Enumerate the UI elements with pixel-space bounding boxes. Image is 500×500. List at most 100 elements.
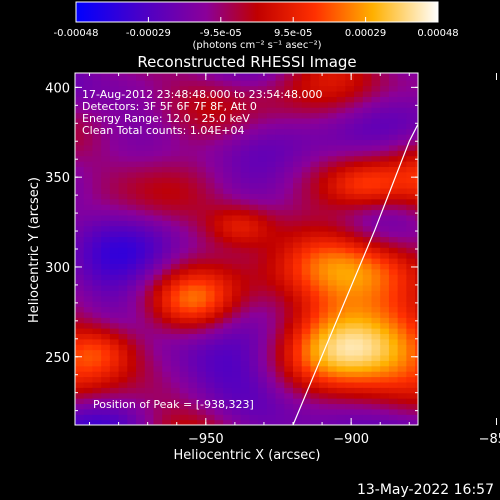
heatmap-cell (319, 322, 329, 329)
heatmap-cell (266, 419, 277, 425)
heatmap-cell (310, 392, 320, 399)
heatmap-cell (327, 117, 338, 124)
heatmap-cell (144, 209, 155, 216)
heatmap-cell (406, 96, 416, 103)
heatmap-cell (136, 322, 146, 329)
heatmap-cell (109, 182, 120, 189)
heatmap-cell (162, 112, 172, 119)
heatmap-cell (345, 225, 355, 232)
heatmap-cell (415, 381, 418, 388)
heatmap-cell (75, 398, 85, 405)
heatmap-cell (354, 371, 364, 378)
heatmap-cell (310, 134, 320, 141)
heatmap-cell (188, 365, 198, 372)
heatmap-cell (109, 107, 120, 114)
heatmap-cell (92, 139, 102, 146)
heatmap-cell (214, 387, 224, 394)
heatmap-cell (118, 193, 128, 200)
heatmap-cell (266, 257, 277, 264)
heatmap-cell (327, 166, 338, 173)
heatmap-cell (266, 80, 277, 87)
heatmap-cell (127, 166, 137, 173)
heatmap-cell (397, 311, 407, 318)
heatmap-cell (205, 252, 216, 259)
heatmap-cell (92, 387, 102, 394)
heatmap-cell (293, 322, 303, 329)
heatmap-cell (275, 387, 285, 394)
heatmap-cell (136, 96, 146, 103)
heatmap-cell (319, 187, 329, 194)
heatmap-cell (118, 209, 128, 216)
heatmap-cell (266, 365, 277, 372)
heatmap-cell (266, 414, 277, 421)
heatmap-cell (127, 268, 137, 275)
heatmap-cell (197, 193, 207, 200)
heatmap-cell (266, 220, 277, 227)
heatmap-cell (153, 177, 163, 184)
heatmap-cell (179, 360, 189, 367)
heatmap-cell (345, 90, 355, 97)
heatmap-cell (197, 252, 207, 259)
heatmap-cell (197, 128, 207, 135)
heatmap-cell (197, 419, 207, 425)
heatmap-cell (223, 387, 233, 394)
heatmap-cell (354, 166, 364, 173)
heatmap-cell (415, 220, 418, 227)
heatmap-cell (406, 263, 416, 270)
heatmap-cell (231, 90, 242, 97)
heatmap-cell (127, 187, 137, 194)
heatmap-cell (223, 311, 233, 318)
heatmap-cell (101, 398, 111, 405)
heatmap-cell (231, 419, 242, 425)
heatmap-cell (371, 101, 381, 108)
heatmap-cell (380, 247, 390, 254)
heatmap-cell (101, 414, 111, 421)
heatmap-cell (144, 387, 155, 394)
heatmap-cell (371, 161, 381, 167)
heatmap-cell (214, 144, 224, 151)
heatmap-cell (275, 85, 285, 92)
heatmap-cell (380, 241, 390, 248)
heatmap-cell (258, 398, 268, 405)
heatmap-cell (83, 150, 94, 157)
heatmap-cell (275, 252, 285, 259)
heatmap-cell (101, 333, 111, 340)
heatmap-cell (249, 139, 259, 146)
heatmap-cell (136, 209, 146, 216)
heatmap-cell (327, 204, 338, 211)
heatmap-cell (179, 155, 189, 162)
heatmap-cell (153, 263, 163, 270)
heatmap-cell (397, 387, 407, 394)
heatmap-cell (345, 112, 355, 119)
heatmap-cell (249, 311, 259, 318)
heatmap-cell (380, 381, 390, 388)
heatmap-cell (362, 134, 373, 141)
heatmap-cell (293, 161, 303, 167)
heatmap-cell (75, 85, 85, 92)
heatmap-cell (293, 360, 303, 367)
heatmap-cell (101, 247, 111, 254)
heatmap-cell (249, 317, 259, 324)
heatmap-cell (388, 311, 399, 318)
heatmap-cell (362, 284, 373, 291)
heatmap-cell (258, 193, 268, 200)
heatmap-cell (153, 365, 163, 372)
heatmap-cell (197, 360, 207, 367)
heatmap-cell (136, 220, 146, 227)
heatmap-cell (362, 80, 373, 87)
heatmap-cell (319, 107, 329, 114)
heatmap-cell (214, 311, 224, 318)
heatmap-cell (92, 284, 102, 291)
heatmap-cell (380, 161, 390, 167)
heatmap-cell (327, 263, 338, 270)
heatmap-cell (109, 408, 120, 415)
heatmap-cell (109, 387, 120, 394)
heatmap-cell (354, 290, 364, 297)
heatmap-cell (266, 252, 277, 259)
heatmap-cell (406, 101, 416, 108)
heatmap-cell (214, 306, 224, 313)
heatmap-cell (231, 214, 242, 221)
heatmap-cell (415, 74, 418, 81)
heatmap-cell (118, 360, 128, 367)
heatmap-cell (327, 279, 338, 286)
